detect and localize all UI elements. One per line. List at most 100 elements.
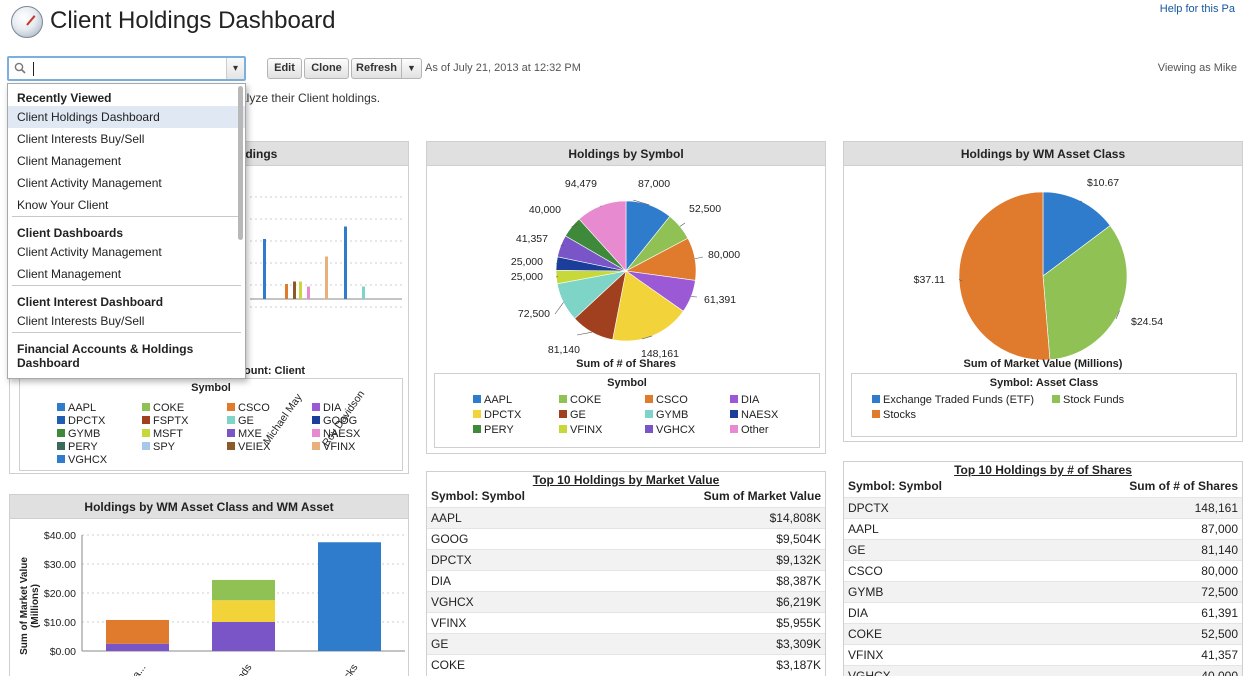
legend-item-exchange-traded-funds-etf[interactable]: Exchange Traded Funds (ETF)	[872, 394, 1034, 406]
legend-item-fsptx[interactable]: FSPTX	[142, 415, 188, 427]
legend-item-dpctx[interactable]: DPCTX	[57, 415, 105, 427]
pie-slice-stocks[interactable]	[958, 191, 1051, 361]
legend-item-naesx[interactable]: NAESX	[730, 409, 778, 421]
table-row[interactable]: DIA $8,387K	[427, 570, 825, 591]
table-row[interactable]: GOOG $9,504K	[427, 528, 825, 549]
top10-shares-panel: Top 10 Holdings by # of Shares Symbol: S…	[843, 461, 1243, 676]
dropdown-item-client-activity-management[interactable]: Client Activity Management	[17, 245, 162, 259]
table-row[interactable]: CSCO 80,000	[844, 560, 1242, 581]
legend-item-pery[interactable]: PERY	[57, 441, 98, 453]
dashboard-search-input[interactable]: ▾	[7, 56, 246, 81]
legend-item-coke[interactable]: COKE	[142, 402, 184, 414]
table-row[interactable]: COKE 52,500	[844, 623, 1242, 644]
dropdown-item-client-interests-buy-sell[interactable]: Client Interests Buy/Sell	[17, 132, 145, 146]
leader-line	[1115, 310, 1120, 320]
table-row[interactable]: GE 81,140	[844, 539, 1242, 560]
table-row[interactable]: VGHCX 40,000	[844, 665, 1242, 676]
client-bar[interactable]	[325, 256, 328, 300]
client-bar[interactable]	[293, 281, 296, 300]
value-cell: 61,391	[1201, 606, 1238, 620]
stacked-bar-segment[interactable]	[212, 622, 275, 651]
table-row[interactable]: VGHCX $6,219K	[427, 591, 825, 612]
table-row[interactable]: VFINX 41,357	[844, 644, 1242, 665]
y-tick-label: $20.00	[44, 588, 76, 600]
table-title[interactable]: Top 10 Holdings by Market Value	[532, 473, 720, 487]
stacked-bar-segment[interactable]	[106, 643, 169, 651]
legend-item-aapl[interactable]: AAPL	[57, 402, 96, 414]
legend-item-veiex[interactable]: VEIEX	[227, 441, 270, 453]
legend-item-msft[interactable]: MSFT	[142, 428, 183, 440]
legend-item-stock-funds[interactable]: Stock Funds	[1052, 394, 1124, 406]
table-row[interactable]: DIA 61,391	[844, 602, 1242, 623]
dropdown-item-client-holdings-dashboard[interactable]: Client Holdings Dashboard	[8, 106, 245, 128]
table-row[interactable]: GE $3,309K	[427, 633, 825, 654]
dropdown-item-client-management[interactable]: Client Management	[17, 267, 122, 281]
table-title[interactable]: Top 10 Holdings by # of Shares	[954, 463, 1132, 477]
y-tick-label: $10.00	[44, 617, 76, 629]
legend-label: VGHCX	[68, 454, 108, 466]
legend-item-goog[interactable]: GOOG	[312, 415, 357, 427]
legend-item-csco[interactable]: CSCO	[645, 394, 688, 406]
dropdown-item-know-your-client[interactable]: Know Your Client	[17, 198, 109, 212]
legend-item-spy[interactable]: SPY	[142, 441, 175, 453]
help-link[interactable]: Help for this Pa	[1159, 3, 1235, 15]
legend-item-aapl[interactable]: AAPL	[473, 394, 512, 406]
legend-item-gymb[interactable]: GYMB	[57, 428, 100, 440]
legend-item-other[interactable]: Other	[730, 424, 769, 436]
stacked-bar-segment[interactable]	[106, 619, 169, 644]
edit-button[interactable]: Edit	[267, 58, 302, 79]
chevron-down-icon[interactable]: ▾	[226, 58, 244, 79]
leader-line	[556, 275, 559, 278]
value-cell: 80,000	[1201, 564, 1238, 578]
table-row[interactable]: AAPL $14,808K	[427, 507, 825, 528]
legend-item-mxe[interactable]: MXE	[227, 428, 262, 440]
legend-item-vfinx[interactable]: VFINX	[559, 424, 602, 436]
table-row[interactable]: COKE $3,187K	[427, 654, 825, 675]
client-bar[interactable]	[344, 226, 347, 300]
legend-item-vfinx[interactable]: VFINX	[312, 441, 355, 453]
legend-item-pery[interactable]: PERY	[473, 424, 514, 436]
client-bar[interactable]	[307, 286, 310, 300]
legend-item-dia[interactable]: DIA	[312, 402, 341, 414]
legend-swatch	[57, 416, 65, 424]
refresh-button[interactable]: Refresh	[351, 58, 402, 79]
dropdown-item-client-activity-management[interactable]: Client Activity Management	[17, 176, 162, 190]
legend-item-stocks[interactable]: Stocks	[872, 409, 916, 421]
table-row[interactable]: DPCTX $9,132K	[427, 549, 825, 570]
client-bar[interactable]	[299, 281, 302, 300]
legend-item-csco[interactable]: CSCO	[227, 402, 270, 414]
table-row[interactable]: DPCTX 148,161	[844, 497, 1242, 518]
client-bar[interactable]	[285, 284, 288, 299]
client-legend: Symbol AAPL COKE CSCO DIA DPCTX FSPTX GE GOOG GY…	[19, 378, 403, 471]
dashboard-picker-dropdown[interactable]: Recently Viewed Client Holdings Dashboard…	[7, 83, 246, 379]
refresh-menu-chevron-icon[interactable]: ▼	[401, 58, 422, 79]
dropdown-scrollbar[interactable]	[238, 86, 243, 240]
dropdown-separator	[12, 285, 241, 286]
legend-label: MXE	[238, 428, 262, 440]
stacked-bar-segment[interactable]	[212, 600, 275, 622]
client-bar[interactable]	[263, 239, 266, 299]
table-row[interactable]: AAPL 87,000	[844, 518, 1242, 539]
legend-item-naesx[interactable]: NAESX	[312, 428, 360, 440]
dropdown-item-client-interests-buy-sell[interactable]: Client Interests Buy/Sell	[17, 314, 145, 328]
stacked-bar-segment[interactable]	[318, 542, 381, 651]
legend-item-vghcx[interactable]: VGHCX	[645, 424, 695, 436]
client-bar[interactable]	[362, 286, 365, 300]
clone-button[interactable]: Clone	[304, 58, 349, 79]
table-row[interactable]: GYMB 72,500	[844, 581, 1242, 602]
value-cell: $9,132K	[776, 553, 821, 567]
legend-label: GOOG	[323, 415, 358, 427]
legend-item-gymb[interactable]: GYMB	[645, 409, 688, 421]
legend-item-coke[interactable]: COKE	[559, 394, 601, 406]
leader-line	[632, 199, 650, 206]
table-row[interactable]: VFINX $5,955K	[427, 612, 825, 633]
legend-item-ge[interactable]: GE	[559, 409, 586, 421]
legend-item-ge[interactable]: GE	[227, 415, 254, 427]
legend-item-vghcx[interactable]: VGHCX	[57, 454, 107, 466]
stacked-bar-segment[interactable]	[212, 579, 275, 601]
legend-item-dpctx[interactable]: DPCTX	[473, 409, 521, 421]
x-tick-label: tocks	[337, 662, 361, 676]
panel-title: Holdings by WM Asset Class	[844, 142, 1242, 166]
dropdown-item-client-management[interactable]: Client Management	[17, 154, 122, 168]
legend-item-dia[interactable]: DIA	[730, 394, 759, 406]
